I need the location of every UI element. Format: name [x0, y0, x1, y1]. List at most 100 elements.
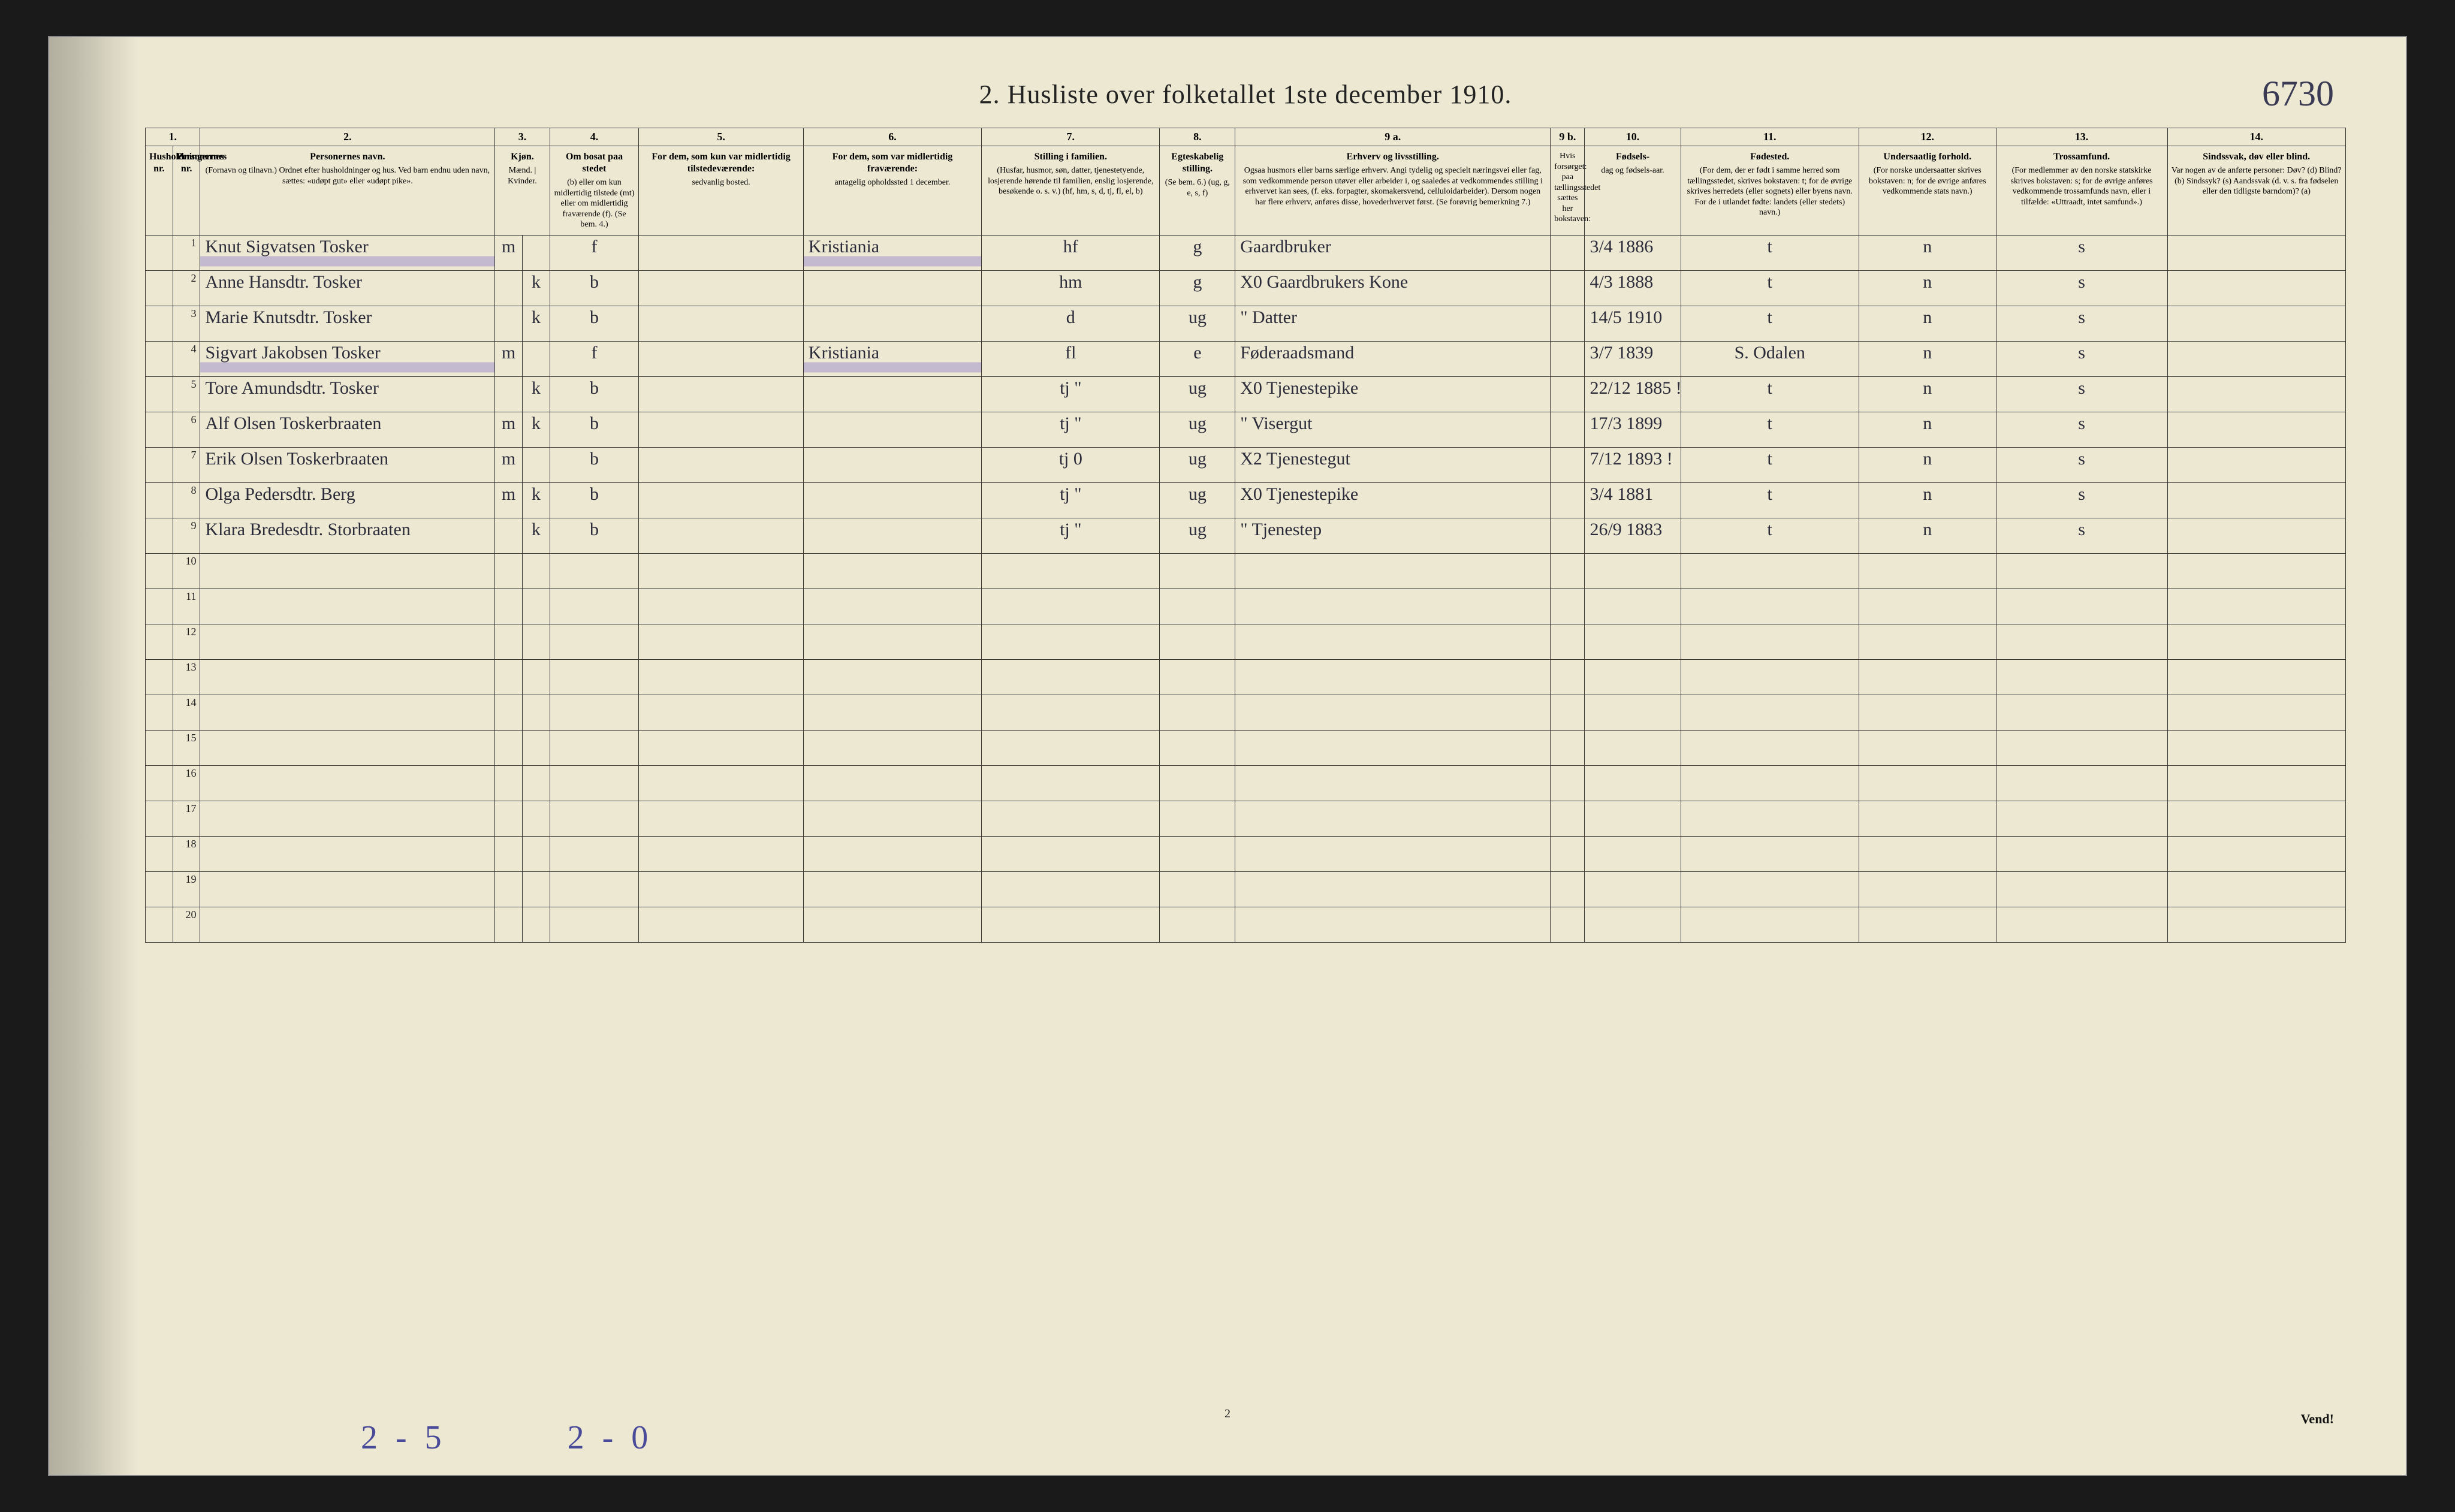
cell-9b: [1551, 270, 1585, 306]
cell-birthplace: t: [1681, 482, 1859, 518]
cell-birthplace: t: [1681, 306, 1859, 341]
cell-marital: ug: [1160, 447, 1235, 482]
cell-empty: [200, 695, 495, 730]
cell-disability: [2167, 412, 2346, 447]
cell-empty: [1859, 730, 1996, 765]
colnum-3: 3.: [495, 128, 550, 146]
cell-empty: [1585, 836, 1681, 871]
hdr-c14-t: Sindssvak, døv eller blind.: [2172, 151, 2342, 163]
cell-empty: [522, 659, 550, 695]
cell-empty: [1996, 871, 2167, 907]
cell-empty: [1585, 801, 1681, 836]
hdr-c13-t: Trossamfund.: [2000, 151, 2164, 163]
cell-empty: [639, 836, 803, 871]
cell-household-nr: [146, 412, 173, 447]
hdr-c7: Stilling i familien.(Husfar, husmor, søn…: [982, 146, 1160, 236]
cell-empty: [1235, 695, 1551, 730]
cell-usual-residence: [639, 518, 803, 553]
cell-empty: [2167, 553, 2346, 588]
cell-person-nr: 17: [173, 801, 200, 836]
cell-usual-residence: [639, 235, 803, 270]
cell-empty: [550, 553, 639, 588]
cell-whereabouts: Kristiania: [803, 235, 981, 270]
cell-birthdate: 7/12 1893 !: [1585, 447, 1681, 482]
cell-empty: [1681, 836, 1859, 871]
cell-person-nr: 14: [173, 695, 200, 730]
cell-nationality: n: [1859, 412, 1996, 447]
cell-empty: [1996, 588, 2167, 624]
cell-empty: [1160, 765, 1235, 801]
cell-sex-k: k: [522, 518, 550, 553]
table-row: 18: [146, 836, 2346, 871]
cell-disability: [2167, 270, 2346, 306]
cell-sex-k: k: [522, 412, 550, 447]
cell-presence: f: [550, 235, 639, 270]
hdr-c14-s: Var nogen av de anførte personer: Døv? (…: [2172, 165, 2342, 197]
cell-empty: [1551, 624, 1585, 659]
table-row: 11: [146, 588, 2346, 624]
cell-presence: b: [550, 306, 639, 341]
cell-birthplace: t: [1681, 518, 1859, 553]
cell-empty: [1160, 907, 1235, 942]
cell-empty: [2167, 801, 2346, 836]
cell-person-nr: 9: [173, 518, 200, 553]
hdr-c3-t: Kjøn.: [499, 151, 545, 163]
cell-empty: [1235, 907, 1551, 942]
cell-household-nr: [146, 765, 173, 801]
cell-family-position: fl: [982, 341, 1160, 376]
cell-person-nr: 5: [173, 376, 200, 412]
cell-empty: [1551, 553, 1585, 588]
cell-household-nr: [146, 871, 173, 907]
cell-empty: [1996, 695, 2167, 730]
cell-empty: [2167, 871, 2346, 907]
cell-birthdate: 3/7 1839: [1585, 341, 1681, 376]
cell-empty: [2167, 765, 2346, 801]
cell-person-nr: 10: [173, 553, 200, 588]
cell-empty: [522, 695, 550, 730]
cell-empty: [1235, 624, 1551, 659]
cell-empty: [1859, 624, 1996, 659]
cell-empty: [495, 730, 523, 765]
cell-empty: [1859, 553, 1996, 588]
cell-birthdate: 26/9 1883: [1585, 518, 1681, 553]
cell-occupation: X0 Gaardbrukers Kone: [1235, 270, 1551, 306]
cell-empty: [495, 765, 523, 801]
cell-empty: [803, 730, 981, 765]
cell-empty: [1996, 624, 2167, 659]
cell-religion: s: [1996, 376, 2167, 412]
table-row: 2Anne Hansdtr. ToskerkbhmgX0 Gaardbruker…: [146, 270, 2346, 306]
cell-empty: [1551, 588, 1585, 624]
cell-empty: [982, 836, 1160, 871]
hdr-c4-s: (b) eller om kun midlertidig tilstede (m…: [554, 177, 635, 230]
cell-empty: [982, 907, 1160, 942]
cell-person-nr: 13: [173, 659, 200, 695]
cell-empty: [1681, 588, 1859, 624]
cell-empty: [200, 553, 495, 588]
cell-religion: s: [1996, 447, 2167, 482]
cell-family-position: tj ": [982, 482, 1160, 518]
cell-presence: b: [550, 376, 639, 412]
cell-person-nr: 2: [173, 270, 200, 306]
cell-household-nr: [146, 588, 173, 624]
table-row: 17: [146, 801, 2346, 836]
cell-empty: [2167, 624, 2346, 659]
hdr-c1-t: Husholdningernes nr.: [149, 151, 169, 175]
cell-empty: [1859, 871, 1996, 907]
cell-empty: [1160, 871, 1235, 907]
colnum-12: 12.: [1859, 128, 1996, 146]
hdr-c1b-t: Personernes nr.: [177, 151, 197, 175]
cell-religion: s: [1996, 412, 2167, 447]
table-row: 7Erik Olsen Toskerbraatenmbtj 0ugX2 Tjen…: [146, 447, 2346, 482]
cell-empty: [1160, 624, 1235, 659]
cell-empty: [1551, 659, 1585, 695]
bottom-annotation-2: 2 - 0: [568, 1419, 653, 1456]
cell-empty: [803, 588, 981, 624]
cell-9b: [1551, 306, 1585, 341]
cell-religion: s: [1996, 270, 2167, 306]
cell-whereabouts: Kristiania: [803, 341, 981, 376]
cell-empty: [495, 553, 523, 588]
cell-empty: [200, 801, 495, 836]
cell-sex-m: m: [495, 412, 523, 447]
footer-page-number: 2: [1225, 1407, 1230, 1421]
cell-sex-k: k: [522, 376, 550, 412]
